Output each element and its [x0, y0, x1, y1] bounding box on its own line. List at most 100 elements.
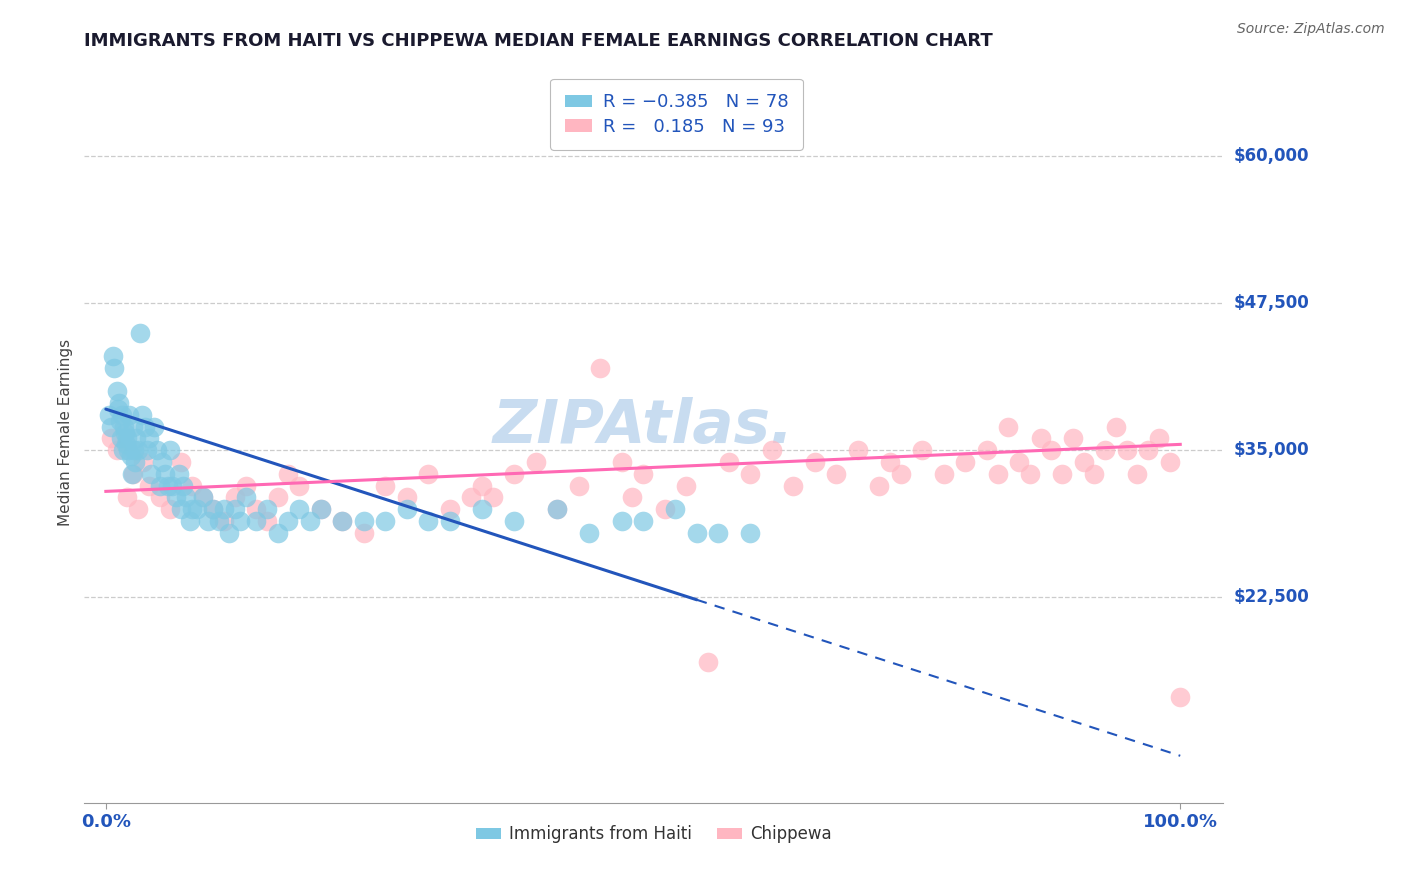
Point	[197, 514, 219, 528]
Point	[110, 432, 132, 446]
Point	[298, 514, 321, 528]
Point	[157, 478, 180, 492]
Point	[1018, 467, 1040, 481]
Point	[267, 525, 290, 540]
Point	[150, 455, 173, 469]
Point	[418, 467, 440, 481]
Point	[330, 514, 353, 528]
Point	[610, 455, 633, 469]
Point	[121, 419, 143, 434]
Point	[1105, 419, 1128, 434]
Point	[202, 502, 225, 516]
Point	[1040, 443, 1063, 458]
Point	[117, 490, 139, 504]
Point	[212, 514, 235, 528]
Point	[879, 455, 901, 469]
Point	[987, 467, 1010, 481]
Y-axis label: Median Female Earnings: Median Female Earnings	[58, 339, 73, 526]
Point	[418, 514, 440, 528]
Point	[127, 443, 149, 458]
Point	[696, 655, 718, 669]
Point	[112, 443, 135, 458]
Point	[212, 502, 235, 516]
Point	[825, 467, 848, 481]
Point	[125, 432, 148, 446]
Point	[589, 361, 612, 376]
Point	[108, 414, 131, 428]
Point	[235, 478, 257, 492]
Point	[1050, 467, 1073, 481]
Point	[707, 525, 730, 540]
Point	[191, 490, 214, 504]
Point	[1168, 690, 1191, 704]
Point	[245, 514, 267, 528]
Point	[955, 455, 977, 469]
Point	[235, 490, 257, 504]
Point	[124, 455, 146, 469]
Point	[1094, 443, 1116, 458]
Point	[524, 455, 547, 469]
Point	[100, 432, 122, 446]
Point	[309, 502, 332, 516]
Point	[103, 349, 125, 363]
Point	[439, 502, 461, 516]
Point	[610, 514, 633, 528]
Point	[256, 502, 278, 516]
Point	[1008, 455, 1031, 469]
Point	[229, 514, 252, 528]
Point	[277, 467, 299, 481]
Point	[118, 408, 141, 422]
Point	[546, 502, 568, 516]
Point	[176, 490, 198, 504]
Point	[1137, 443, 1160, 458]
Point	[309, 502, 332, 516]
Point	[129, 326, 152, 340]
Point	[911, 443, 934, 458]
Point	[890, 467, 912, 481]
Point	[159, 443, 181, 458]
Point	[114, 425, 136, 440]
Point	[395, 490, 418, 504]
Point	[631, 467, 654, 481]
Point	[143, 419, 166, 434]
Legend: Immigrants from Haiti, Chippewa: Immigrants from Haiti, Chippewa	[470, 819, 838, 850]
Point	[1083, 467, 1105, 481]
Point	[761, 443, 783, 458]
Point	[146, 443, 169, 458]
Point	[686, 525, 709, 540]
Point	[1073, 455, 1095, 469]
Point	[1147, 432, 1170, 446]
Point	[121, 467, 143, 481]
Point	[654, 502, 676, 516]
Point	[115, 437, 138, 451]
Point	[578, 525, 600, 540]
Point	[121, 467, 143, 481]
Point	[471, 478, 494, 492]
Point	[717, 455, 740, 469]
Text: $60,000: $60,000	[1234, 147, 1309, 165]
Point	[180, 478, 202, 492]
Point	[288, 478, 311, 492]
Point	[782, 478, 804, 492]
Point	[1159, 455, 1181, 469]
Text: ZIPAtlas.: ZIPAtlas.	[492, 397, 793, 456]
Point	[165, 490, 187, 504]
Point	[740, 525, 762, 540]
Text: $35,000: $35,000	[1234, 442, 1309, 459]
Point	[1062, 432, 1084, 446]
Point	[481, 490, 503, 504]
Point	[186, 502, 208, 516]
Point	[846, 443, 869, 458]
Point	[172, 478, 194, 492]
Point	[224, 490, 246, 504]
Text: Source: ZipAtlas.com: Source: ZipAtlas.com	[1237, 22, 1385, 37]
Point	[98, 408, 121, 422]
Point	[191, 490, 214, 504]
Point	[256, 514, 278, 528]
Point	[208, 514, 231, 528]
Point	[167, 467, 190, 481]
Point	[127, 502, 149, 516]
Point	[471, 502, 494, 516]
Point	[111, 408, 134, 422]
Point	[103, 361, 125, 376]
